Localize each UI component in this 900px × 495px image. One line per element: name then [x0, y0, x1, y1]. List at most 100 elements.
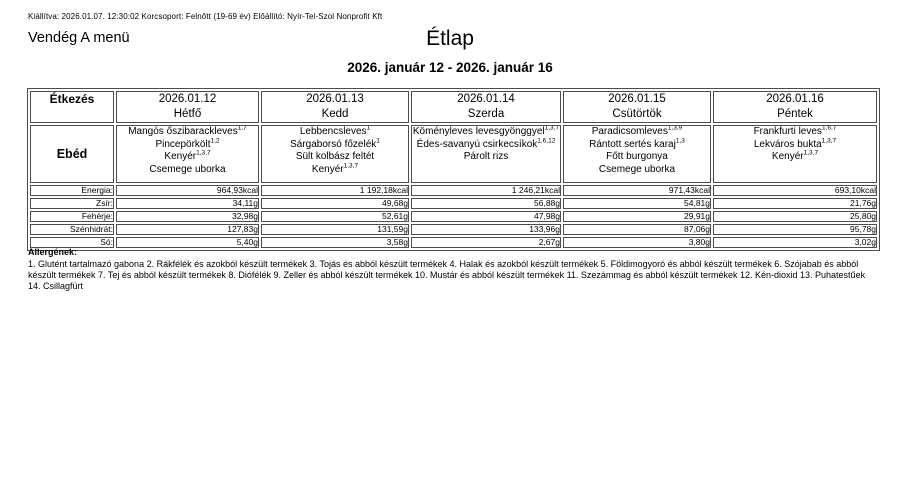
nutrient-value-day-4: 29,91g — [563, 211, 711, 222]
nutrient-value-day-2: 131,59g — [261, 224, 409, 235]
nutrient-value-day-5: 95,78g — [713, 224, 877, 235]
issued-info: Kiállítva: 2026.01.07. 12:30:02 Korcsopo… — [28, 12, 383, 21]
menu-item-name: Főtt burgonya — [606, 151, 668, 163]
menu-item-allergens: 1,2 — [210, 137, 220, 145]
menu-item-name: Kenyér — [164, 151, 197, 163]
menu-item-name: Kenyér — [311, 163, 344, 175]
menu-item-name: Pincepörkölt — [155, 138, 211, 150]
menu-cell-day-5: Frankfurti leves1,6,7 Lekváros bukta1,3,7… — [713, 125, 877, 183]
nutrient-value-day-5: 25,80g — [713, 211, 877, 222]
nutrient-value-day-1: 5,40g — [116, 237, 259, 248]
day-date: 2026.01.13 — [306, 93, 364, 105]
menu-item: Párolt rizs — [412, 151, 560, 164]
menu-item: Pincepörkölt1,2 — [117, 137, 258, 152]
menu-item-name: Sült kolbász feltét — [295, 151, 375, 163]
nutrient-value-day-1: 127,83g — [116, 224, 259, 235]
nutrient-value-day-4: 3,80g — [563, 237, 711, 248]
menu-item-name: Édes-savanyú csirkecsíkok — [416, 138, 538, 150]
nutrient-value-day-3: 47,98g — [411, 211, 561, 222]
nutrient-label: Szénhidrát: — [30, 224, 114, 235]
allergens-text: 1. Glutént tartalmazó gabona 2. Rákfélék… — [28, 259, 866, 291]
nutrient-row: Zsír: 34,11g 49,68g 56,88g 54,81g 21,76g — [30, 198, 877, 209]
nutrient-row: Só: 5,40g 3,58g 2,67g 3,80g 3,02g — [30, 237, 877, 248]
menu-cell-day-2: Lebbencsleves1 Sárgaborsó főzelék1 Sült ko… — [261, 125, 409, 183]
menu-item: Sült kolbász feltét — [262, 151, 408, 164]
menu-item-name: Csemege uborka — [149, 163, 226, 175]
nutrient-row: Fehérje: 32,98g 52,61g 47,98g 29,91g 25,80g — [30, 211, 877, 222]
nutrient-value-day-2: 52,61g — [261, 211, 409, 222]
menu-item-allergens: 1 — [366, 125, 371, 132]
menu-cell-day-3: Köményleves levesgyönggyel1,3,7 Édes-sava… — [411, 125, 561, 183]
allergens-section: Allergének: 1. Glutént tartalmazó gabona… — [28, 247, 874, 292]
menu-item: Édes-savanyú csirkecsíkok1,6,12 — [412, 137, 560, 152]
nutrient-label: Zsír: — [30, 198, 114, 209]
nutrient-value-day-3: 133,96g — [411, 224, 561, 235]
nutrient-label: Energia: — [30, 185, 114, 196]
nutrient-row: Energia: 964,93kcal 1 192,18kcal 1 246,21kc… — [30, 185, 877, 196]
menu-item-name: Mangós őszibarackleves — [128, 126, 238, 137]
menu-cell-day-1: Mangós őszibarackleves1,7 Pincepörkölt1,2… — [116, 125, 259, 183]
menu-item-allergens: 1,7 — [237, 125, 247, 132]
menu-item-name: Párolt rizs — [463, 151, 509, 163]
menu-item: Csemege uborka — [117, 164, 258, 177]
nutrient-value-day-1: 964,93kcal — [116, 185, 259, 196]
nutrient-value-day-1: 32,98g — [116, 211, 259, 222]
day-date: 2026.01.14 — [457, 93, 515, 105]
day-name: Csütörtök — [612, 107, 662, 120]
page-title: Étlap — [426, 27, 474, 50]
menu-item-name: Lebbencsleves — [299, 126, 367, 137]
nutrient-value-day-4: 54,81g — [563, 198, 711, 209]
nutrient-row: Szénhidrát: 127,83g 131,59g 133,96g 87,06g 95… — [30, 224, 877, 235]
date-range: 2026. január 12 - 2026. január 16 — [347, 60, 553, 75]
menu-item-allergens: 1,3 — [675, 137, 685, 145]
menu-item-allergens: 1 — [376, 137, 380, 145]
day-header-5: 2026.01.16 Péntek — [713, 91, 877, 123]
day-name: Szerda — [467, 107, 505, 120]
menu-item: Kenyér1,3,7 — [262, 162, 408, 177]
day-name: Hétfő — [173, 107, 202, 120]
menu-cell-day-4: Paradicsomleves1,3,9 Rántott sertés karaj… — [563, 125, 711, 183]
menu-item-allergens: 1,3,7 — [821, 137, 837, 145]
menu-item: Kenyér1,3,7 — [117, 149, 258, 164]
nutrient-value-day-5: 3,02g — [713, 237, 877, 248]
menu-item-name: Csemege uborka — [598, 163, 676, 175]
nutrient-value-day-2: 3,58g — [261, 237, 409, 248]
day-date: 2026.01.12 — [158, 93, 217, 105]
table-header-row: Étkezés 2026.01.12 Hétfő 2026.01.13 Kedd 2026… — [30, 91, 877, 123]
menu-item-allergens: 1,6,7 — [821, 125, 837, 132]
day-name: Kedd — [321, 107, 349, 120]
menu-item: Rántott sertés karaj1,3 — [564, 137, 710, 152]
menu-item: Paradicsomleves1,3,9 — [564, 126, 710, 139]
menu-item-allergens: 1,3,9 — [667, 125, 683, 132]
day-date: 2026.01.15 — [608, 93, 666, 105]
day-header-1: 2026.01.12 Hétfő — [116, 91, 259, 123]
menu-item-name: Paradicsomleves — [591, 126, 668, 137]
menu-item-allergens: 1,3,7 — [803, 149, 819, 157]
menu-item-name: Köményleves levesgyönggyel — [412, 126, 545, 137]
menu-item-allergens: 1,6,12 — [537, 137, 556, 145]
menu-item: Kenyér1,3,7 — [714, 149, 876, 164]
menu-item-allergens: 1,3,7 — [343, 162, 359, 170]
day-header-2: 2026.01.13 Kedd — [261, 91, 409, 123]
day-date: 2026.01.16 — [766, 93, 824, 105]
menu-item: Sárgaborsó főzelék1 — [262, 137, 408, 152]
nutrient-value-day-5: 21,76g — [713, 198, 877, 209]
menu-item-name: Frankfurti leves — [753, 126, 822, 137]
menu-item-name: Sárgaborsó főzelék — [290, 138, 377, 150]
meal-row: Ebéd Mangós őszibarackleves1,7 Pincepörköl… — [30, 125, 877, 183]
nutrient-value-day-3: 1 246,21kcal — [411, 185, 561, 196]
menu-item-allergens: 1,3,7 — [196, 149, 211, 157]
menu-item-name: Kenyér — [771, 151, 804, 163]
menu-name: Vendég A menü — [28, 30, 130, 46]
menu-item: Csemege uborka — [564, 164, 710, 177]
menu-item: Mangós őszibarackleves1,7 — [117, 126, 258, 139]
nutrient-value-day-3: 2,67g — [411, 237, 561, 248]
menu-item: Lebbencsleves1 — [262, 126, 408, 139]
menu-item: Főtt burgonya — [564, 151, 710, 164]
nutrient-value-day-4: 971,43kcal — [563, 185, 711, 196]
nutrient-value-day-2: 1 192,18kcal — [261, 185, 409, 196]
allergens-heading: Allergének: — [28, 247, 78, 257]
menu-item-name: Rántott sertés karaj — [589, 138, 676, 150]
menu-item: Köményleves levesgyönggyel1,3,7 — [412, 126, 560, 139]
